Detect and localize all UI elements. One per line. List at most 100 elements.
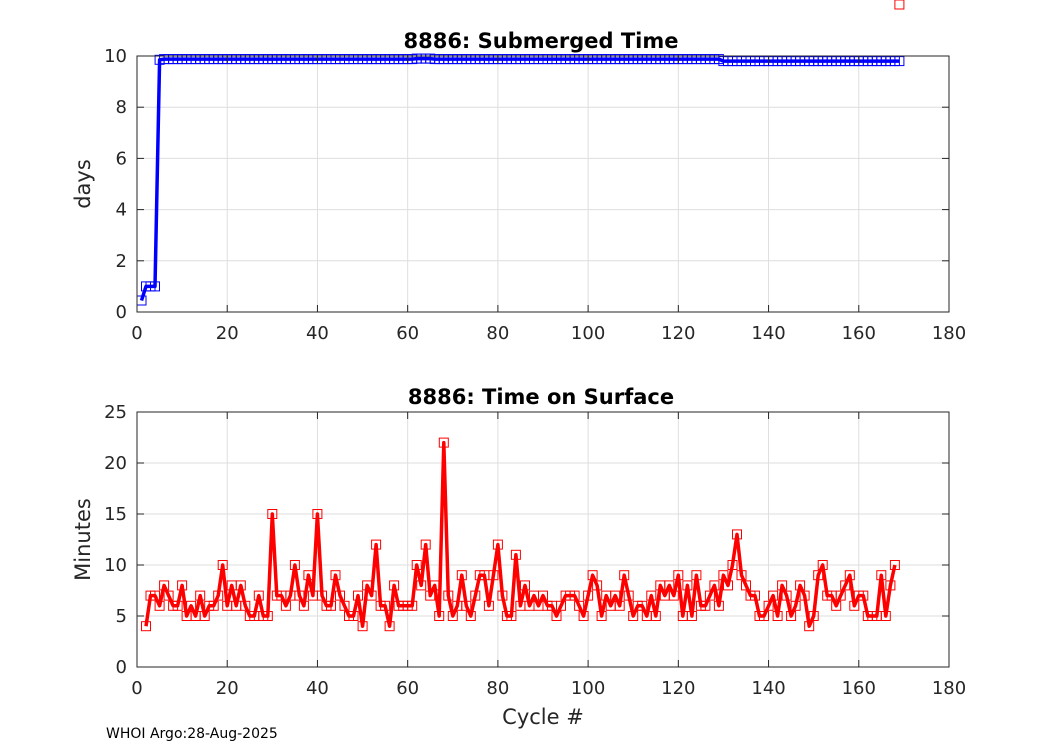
- x-tick-label: 100: [571, 678, 605, 699]
- data-point: [741, 580, 751, 591]
- data-point: [646, 590, 657, 601]
- data-point: [835, 590, 846, 601]
- data-point: [763, 600, 774, 611]
- data-point: [443, 590, 454, 601]
- data-point: [510, 549, 521, 560]
- data-point: [772, 611, 783, 621]
- data-point: [768, 590, 779, 601]
- data-point: [831, 600, 842, 611]
- x-tick-label: 40: [306, 323, 329, 344]
- data-point: [668, 590, 679, 601]
- time-on-surface-chart: 0 20 40 60 80 100 120 140 160 18005101520258886: …: [71, 0, 966, 729]
- data-point: [389, 580, 400, 591]
- data-point: [673, 570, 684, 581]
- data-point: [470, 590, 481, 601]
- data-point: [429, 580, 440, 591]
- data-point: [759, 611, 769, 621]
- data-point: [628, 611, 639, 621]
- data-point: [790, 600, 801, 611]
- y-tick-label: 10: [104, 46, 127, 67]
- x-tick-label: 80: [486, 323, 509, 344]
- data-point: [262, 611, 273, 621]
- data-point: [637, 600, 648, 611]
- data-point: [569, 590, 580, 601]
- y-tick-label: 0: [116, 302, 127, 323]
- data-point: [718, 570, 729, 581]
- data-point: [574, 600, 585, 611]
- x-tick-label: 140: [751, 678, 785, 699]
- x-tick-label: 60: [396, 678, 419, 699]
- data-point: [317, 590, 327, 601]
- y-tick-label: 10: [104, 555, 127, 576]
- footer-date: WHOI Argo:28-Aug-2025: [106, 726, 278, 742]
- data-point: [781, 590, 792, 601]
- data-point: [339, 600, 350, 611]
- data-point: [506, 611, 517, 621]
- x-axis-label: Cycle #: [502, 705, 584, 729]
- data-point: [163, 590, 174, 601]
- data-point: [858, 590, 869, 601]
- y-axis-label: days: [71, 159, 95, 209]
- data-point: [154, 600, 165, 611]
- data-point: [416, 580, 427, 591]
- data-point: [727, 560, 738, 570]
- x-tick-label: 120: [661, 678, 695, 699]
- x-tick-label: 120: [661, 323, 695, 344]
- data-point: [623, 590, 634, 601]
- data-point: [159, 580, 170, 591]
- data-point: [889, 560, 900, 570]
- y-tick-label: 5: [116, 606, 127, 627]
- x-tick-label: 20: [216, 323, 239, 344]
- data-point: [267, 509, 278, 519]
- data-point: [592, 580, 603, 591]
- data-point: [619, 570, 630, 581]
- data-point: [713, 600, 724, 611]
- data-point: [483, 600, 494, 611]
- data-point: [177, 580, 188, 591]
- data-point: [844, 570, 855, 581]
- plot-area: [137, 412, 949, 667]
- x-tick-label: 180: [932, 323, 966, 344]
- data-point: [551, 611, 562, 621]
- x-tick-label: 0: [131, 323, 142, 344]
- data-point: [520, 580, 530, 591]
- data-point: [894, 0, 905, 10]
- data-point: [150, 590, 160, 601]
- x-tick-label: 160: [842, 323, 876, 344]
- data-point: [813, 570, 824, 581]
- chart-title: 8886: Time on Surface: [408, 385, 674, 409]
- data-point: [438, 437, 449, 448]
- data-point: [217, 560, 228, 570]
- data-point: [366, 590, 377, 601]
- x-tick-label: 100: [571, 323, 605, 344]
- x-tick-label: 80: [486, 678, 509, 699]
- data-point: [465, 611, 476, 621]
- data-point: [610, 590, 621, 601]
- data-point: [583, 590, 594, 601]
- data-point: [420, 539, 431, 550]
- data-point: [280, 600, 291, 611]
- data-point: [686, 611, 697, 621]
- data-point: [736, 570, 747, 581]
- data-point: [294, 590, 305, 601]
- data-point: [691, 570, 702, 581]
- data-point: [556, 600, 566, 611]
- data-point: [538, 590, 548, 601]
- y-tick-label: 4: [116, 200, 127, 221]
- submerged-time-chart: 0 20 40 60 80 100 120 140 160 180 0 2 4 6 8 10 8886: Sub…: [71, 29, 966, 344]
- data-point: [208, 600, 219, 611]
- data-point: [808, 611, 819, 621]
- x-tick-label: 60: [396, 323, 419, 344]
- plot-area: [137, 56, 949, 312]
- data-point: [700, 600, 711, 611]
- data-point: [704, 590, 715, 601]
- data-point: [411, 560, 422, 570]
- data-point: [335, 590, 345, 601]
- data-point: [596, 611, 607, 621]
- data-point: [240, 600, 251, 611]
- data-point: [709, 580, 720, 591]
- data-point: [384, 621, 395, 632]
- data-point: [362, 580, 373, 591]
- data-point: [235, 580, 246, 591]
